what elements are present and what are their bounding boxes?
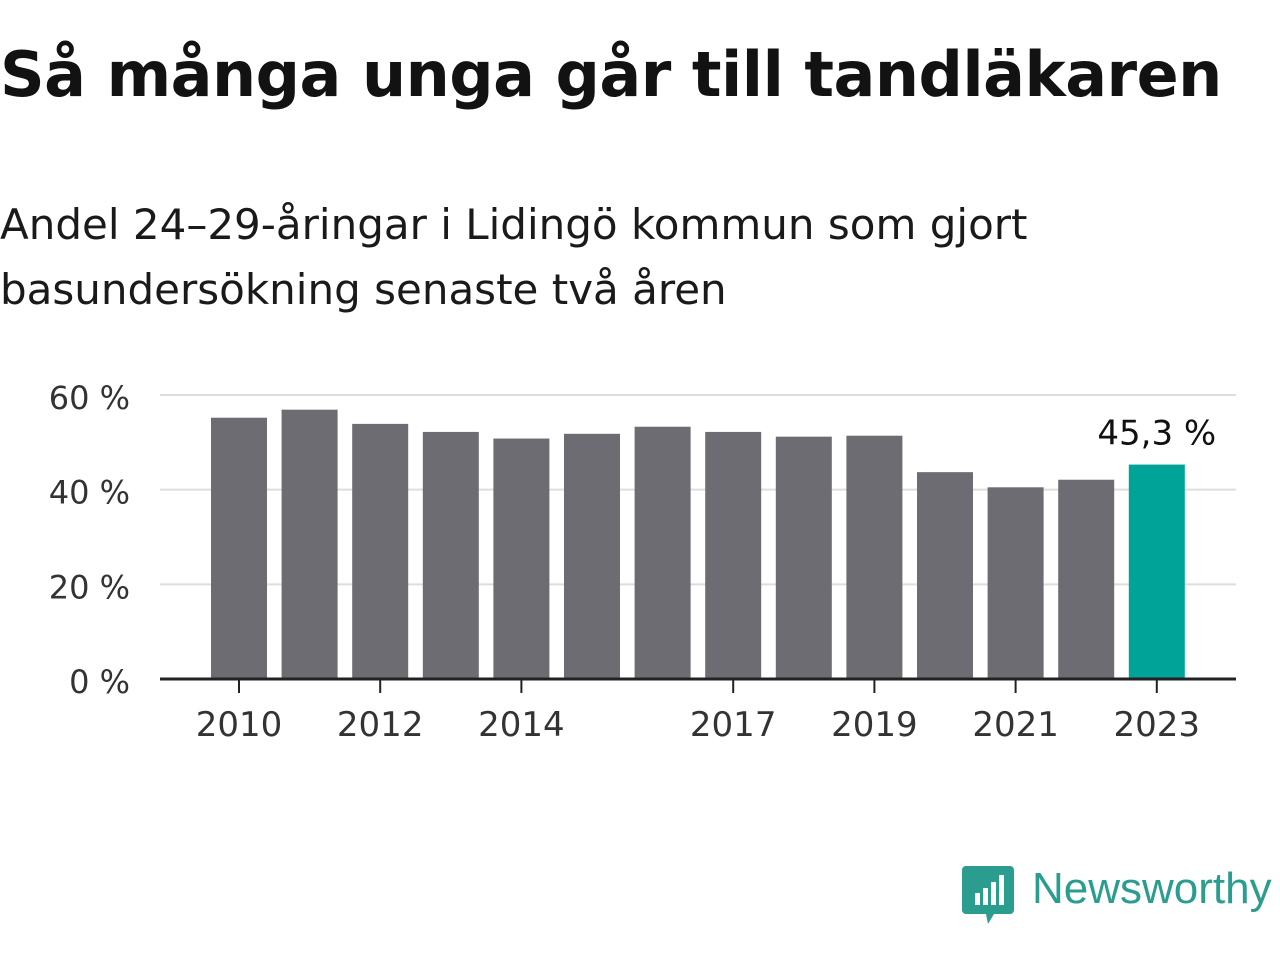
chart-subtitle: Andel 24–29-åringar i Lidingö kommun som… xyxy=(0,200,1028,314)
data-label: 45,3 % xyxy=(1097,414,1216,454)
newsworthy-logo xyxy=(962,866,1014,924)
bar-highlight xyxy=(1128,464,1185,679)
x-tick-label: 2014 xyxy=(478,705,565,745)
x-tick-label: 2019 xyxy=(831,705,918,745)
bar xyxy=(281,409,338,679)
bar xyxy=(846,435,903,679)
bar xyxy=(352,423,409,679)
bar xyxy=(634,426,691,679)
bar xyxy=(493,438,550,679)
bar xyxy=(211,417,267,679)
chart-title: Så många unga går till tandläkaren xyxy=(0,38,1222,111)
y-tick-label: 60 % xyxy=(49,379,130,417)
bar xyxy=(564,433,620,679)
bar-chart: 0 % 20 % 40 % 60 % 45,3 % 2010 2012 2014 2017 201… xyxy=(49,379,1236,745)
y-tick-label: 20 % xyxy=(49,568,130,606)
bar xyxy=(1058,479,1115,679)
y-tick-label: 0 % xyxy=(69,663,130,701)
y-tick-label: 40 % xyxy=(49,474,130,512)
x-tick-label: 2012 xyxy=(337,705,424,745)
x-tick-label: 2023 xyxy=(1114,705,1201,745)
x-tick-label: 2017 xyxy=(690,705,777,745)
bar xyxy=(422,431,479,679)
bar xyxy=(775,436,832,679)
x-tick-label: 2010 xyxy=(196,705,283,745)
x-tick-label: 2021 xyxy=(972,705,1059,745)
bar xyxy=(705,431,762,679)
newsworthy-logo-icon xyxy=(962,866,1014,924)
brand-name: Newsworthy xyxy=(1032,864,1272,913)
bar xyxy=(987,487,1044,679)
bar xyxy=(917,472,973,679)
